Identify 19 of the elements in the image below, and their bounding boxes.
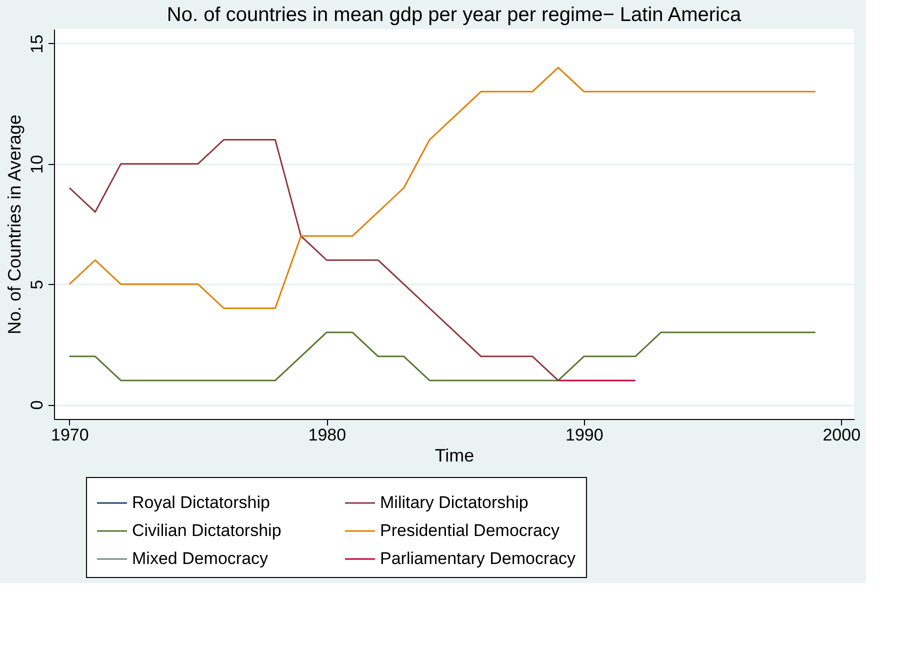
y-axis-title: No. of Countries in Average <box>4 114 24 334</box>
legend-label: Mixed Democracy <box>132 549 269 568</box>
legend-label: Parliamentary Democracy <box>380 549 576 568</box>
x-tick-label: 1980 <box>308 426 346 444</box>
y-tick-label: 5 <box>28 280 46 290</box>
y-tick-label: 10 <box>28 154 46 174</box>
y-tick-label: 15 <box>28 34 46 54</box>
legend-label: Military Dictatorship <box>380 493 528 512</box>
line-series <box>68 66 816 310</box>
x-axis-title: Time <box>434 446 474 466</box>
x-tick-label: 2000 <box>822 426 861 444</box>
chart-title: No. of countries in mean gdp per year per regime− Latin America <box>166 4 742 26</box>
line-series <box>68 138 559 382</box>
y-tick-label: 0 <box>28 400 46 410</box>
legend-label: Civilian Dictatorship <box>132 521 282 540</box>
legend-label: Royal Dictatorship <box>132 493 270 512</box>
legend-label: Presidential Democracy <box>380 521 560 540</box>
x-tick-label: 1990 <box>565 426 604 444</box>
x-tick-label: 1970 <box>51 426 89 444</box>
